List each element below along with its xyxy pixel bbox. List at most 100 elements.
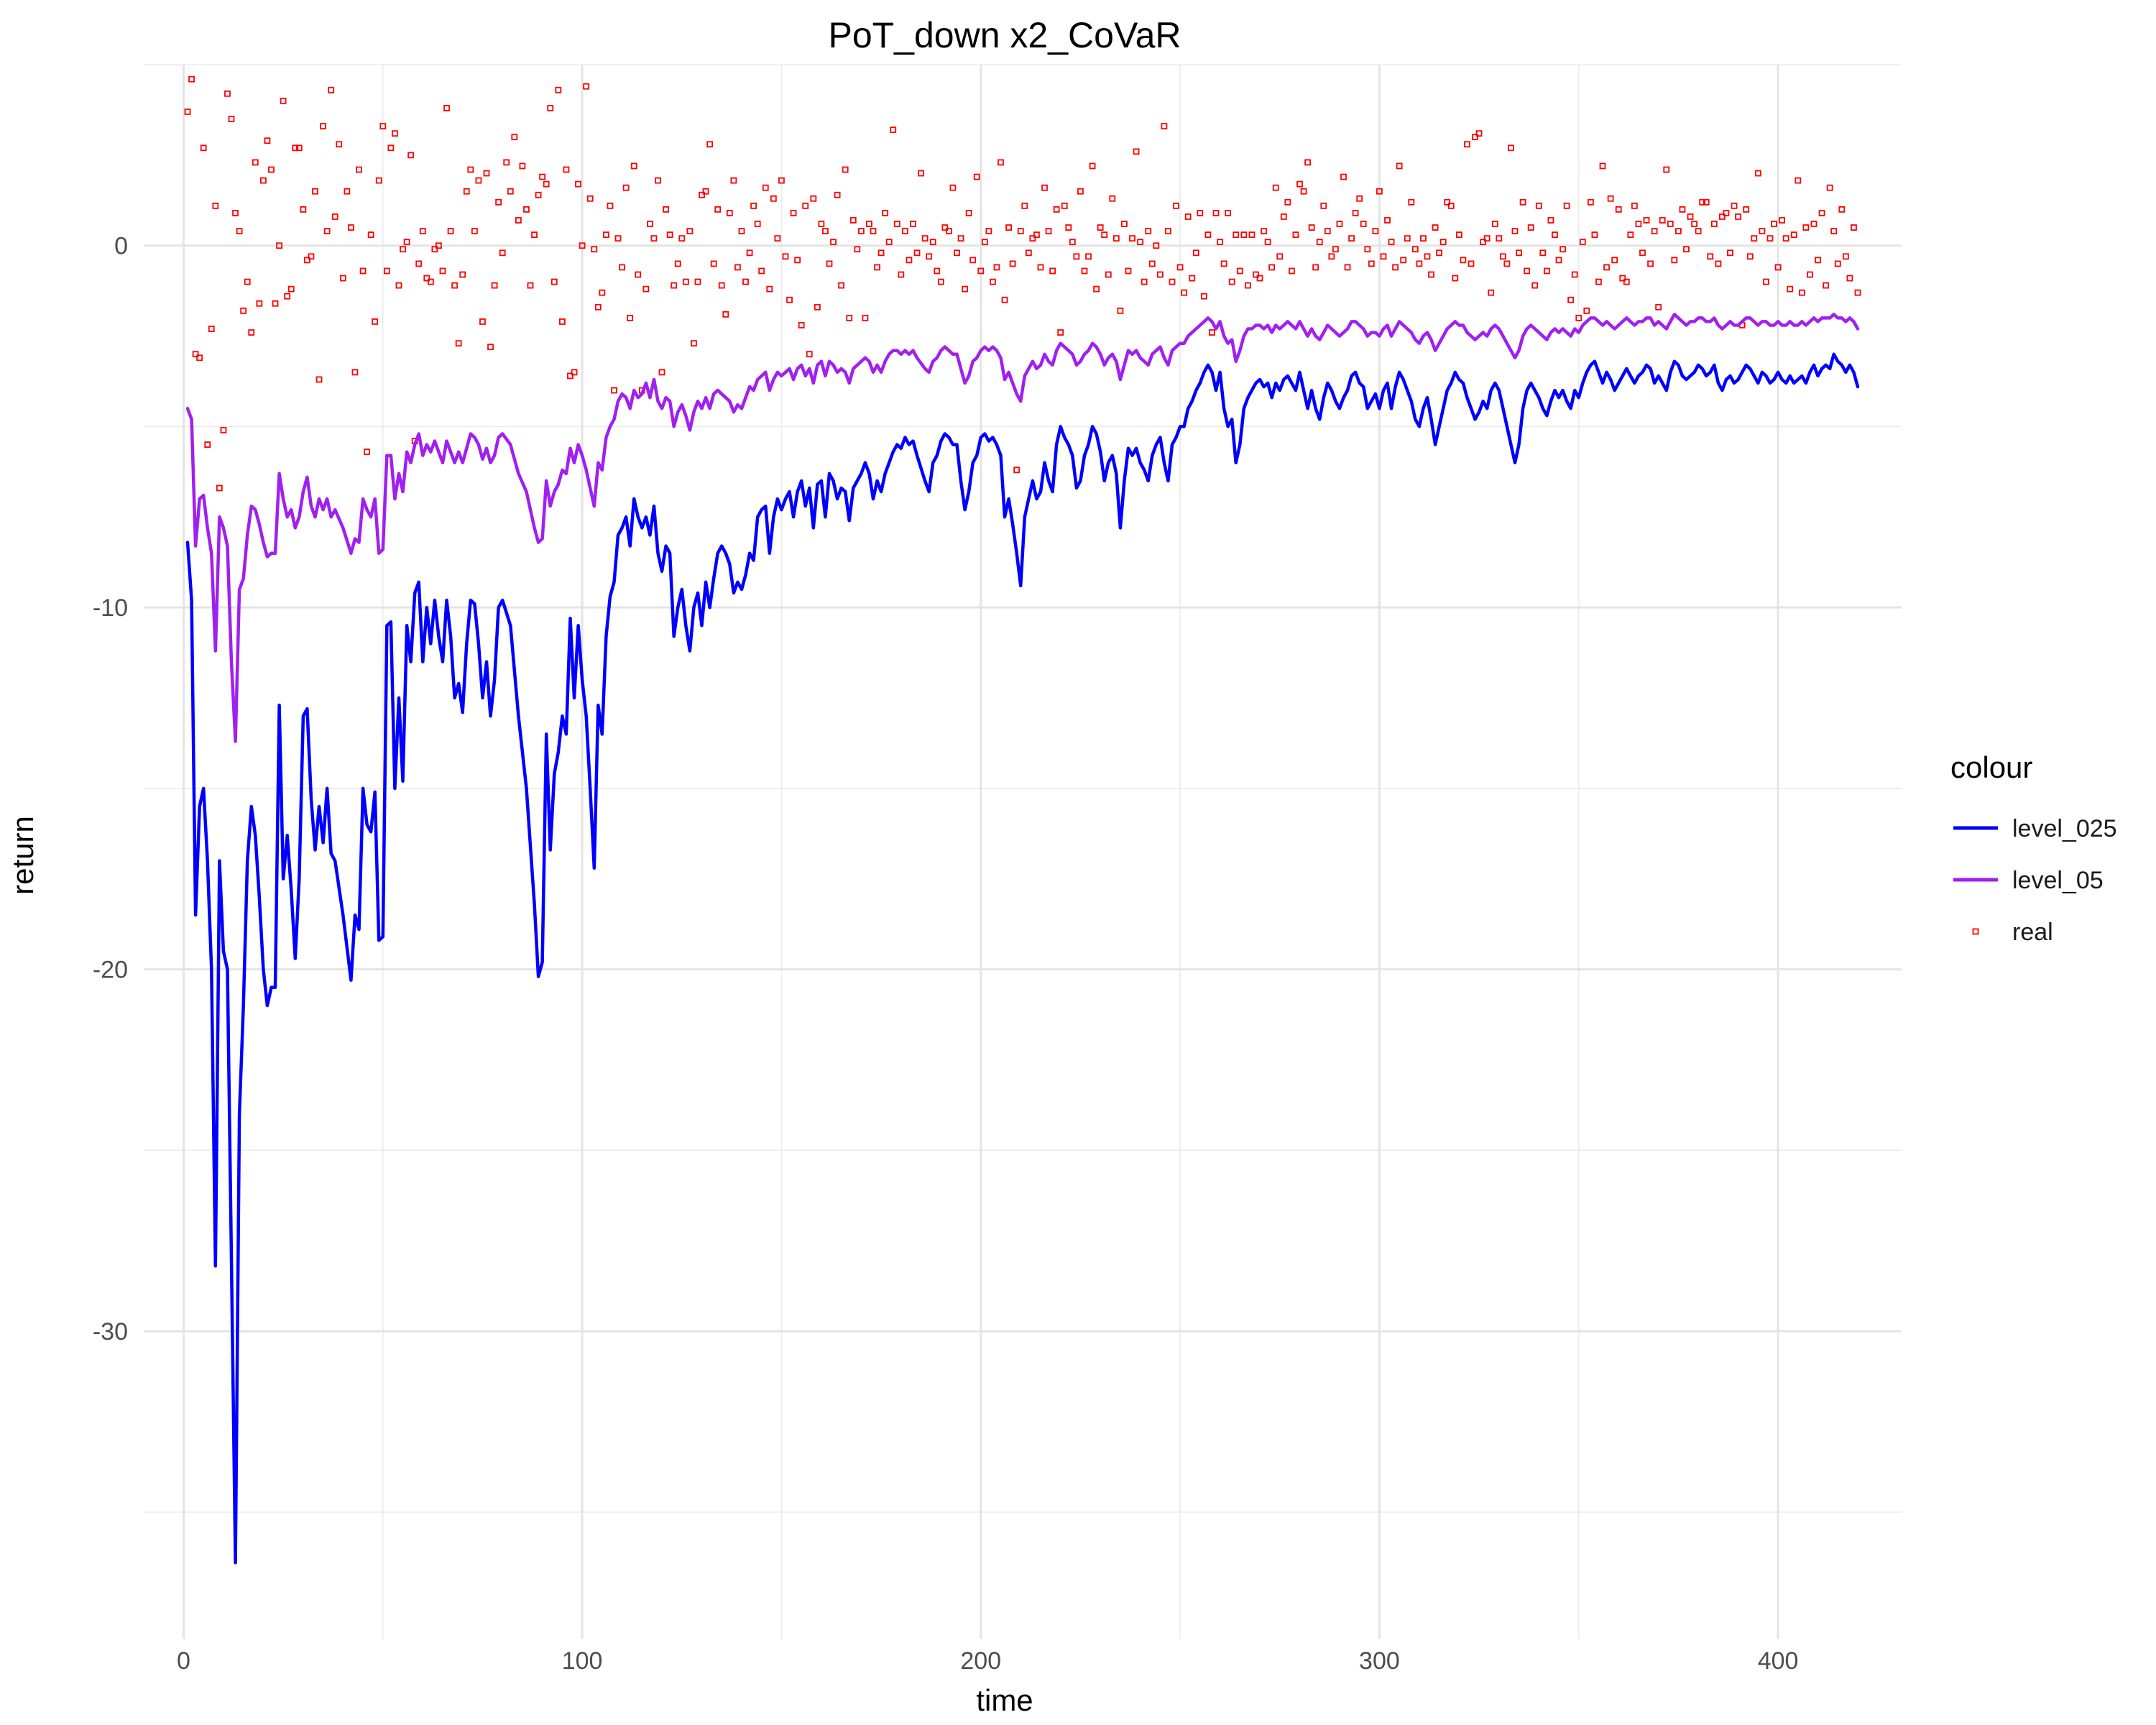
data-point <box>750 202 757 209</box>
data-point <box>1189 275 1196 282</box>
data-point <box>1488 289 1495 296</box>
data-point <box>726 210 733 216</box>
data-point <box>264 137 271 144</box>
data-point <box>910 221 916 227</box>
data-point <box>475 177 482 184</box>
data-point <box>1212 210 1220 216</box>
data-point <box>1200 293 1207 300</box>
data-point <box>1503 260 1511 267</box>
data-point <box>591 246 598 253</box>
data-point <box>655 177 661 184</box>
data-point <box>802 202 809 209</box>
data-point <box>256 300 263 307</box>
x-tick-label: 400 <box>1758 1647 1799 1675</box>
data-point <box>268 166 275 173</box>
data-point <box>1181 289 1188 296</box>
data-point <box>810 195 817 202</box>
data-point <box>511 134 518 141</box>
data-point <box>304 257 310 264</box>
data-point <box>284 293 291 300</box>
data-point <box>1599 162 1606 170</box>
data-point <box>1300 188 1307 195</box>
data-point <box>1631 202 1638 209</box>
data-point <box>599 289 606 296</box>
data-point <box>1101 231 1108 239</box>
data-point <box>794 257 801 264</box>
data-point <box>1352 210 1359 216</box>
data-point <box>635 271 642 278</box>
data-point <box>1763 278 1769 285</box>
data-point <box>1292 231 1299 239</box>
data-point <box>1615 206 1622 213</box>
data-point <box>893 221 900 227</box>
data-point <box>1137 239 1144 246</box>
data-point <box>945 228 952 234</box>
data-point <box>1356 195 1363 202</box>
data-point <box>1256 275 1263 282</box>
data-point <box>1771 221 1777 227</box>
data-point <box>308 253 315 260</box>
data-point <box>1754 170 1761 177</box>
data-point <box>379 123 387 129</box>
data-point <box>1097 224 1104 231</box>
data-point <box>364 448 371 456</box>
data-point <box>1233 231 1240 239</box>
data-point <box>1225 210 1232 216</box>
data-point <box>627 315 634 321</box>
data-point <box>1547 217 1554 224</box>
data-point <box>1563 202 1570 209</box>
data-point <box>1583 307 1590 314</box>
data-point <box>1511 228 1519 234</box>
data-point <box>1699 198 1706 206</box>
data-point <box>1416 260 1423 267</box>
data-point <box>1112 235 1120 242</box>
data-point <box>691 340 697 347</box>
data-point <box>1396 162 1403 170</box>
data-point <box>1472 134 1478 141</box>
data-point <box>507 188 514 195</box>
data-point <box>929 239 936 246</box>
data-point <box>718 282 725 289</box>
data-point <box>1643 217 1650 224</box>
data-point <box>372 318 379 325</box>
data-point <box>1516 249 1522 257</box>
chart-title: PoT_down x2_CoVaR <box>828 15 1181 55</box>
data-point <box>686 228 694 234</box>
data-point <box>1304 159 1311 166</box>
data-point <box>838 282 845 289</box>
data-point <box>1555 257 1562 264</box>
x-axis-title: time <box>976 1683 1033 1717</box>
data-point <box>356 166 362 173</box>
data-point <box>854 246 861 253</box>
data-point <box>579 242 586 249</box>
data-point <box>328 86 335 93</box>
data-point <box>236 228 243 234</box>
data-point <box>1818 210 1825 216</box>
data-point <box>1085 253 1092 260</box>
data-point <box>1253 271 1259 278</box>
data-point <box>674 260 681 267</box>
data-point <box>1810 221 1818 227</box>
data-point <box>1025 249 1032 257</box>
data-point <box>790 210 797 216</box>
data-point <box>1372 228 1379 234</box>
data-point <box>1400 257 1407 264</box>
data-point <box>738 228 745 234</box>
data-point <box>1807 271 1813 278</box>
data-point <box>427 278 434 285</box>
data-point <box>1276 253 1284 260</box>
data-point <box>471 228 478 234</box>
data-point <box>1009 260 1016 267</box>
data-point <box>1217 239 1223 246</box>
data-point <box>862 315 869 321</box>
data-point <box>1759 228 1766 234</box>
data-point <box>567 372 573 380</box>
data-point <box>503 159 510 166</box>
data-point <box>622 184 630 191</box>
data-point <box>1595 278 1602 285</box>
data-point <box>1376 188 1383 195</box>
data-point <box>782 253 789 260</box>
data-point <box>1691 221 1697 227</box>
data-point <box>594 303 602 310</box>
